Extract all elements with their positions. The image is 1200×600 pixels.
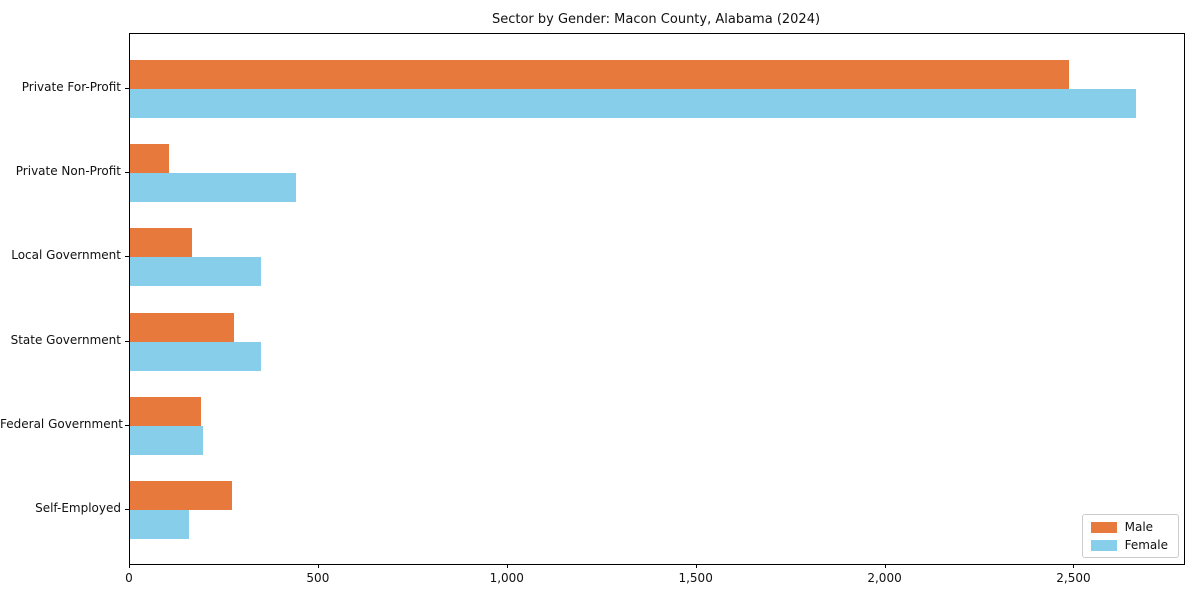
bar-female-1	[130, 173, 296, 203]
bar-male-2	[130, 228, 192, 258]
legend-item-female: Female	[1090, 538, 1168, 552]
y-axis-label: State Government	[10, 332, 121, 347]
chart-title: Sector by Gender: Macon County, Alabama …	[491, 12, 821, 27]
bar-male-4	[130, 397, 201, 426]
x-axis-tick	[695, 564, 697, 568]
y-axis-tick	[125, 509, 129, 511]
plot-area: Male Female	[129, 33, 1185, 565]
x-axis-label: 1,000	[489, 571, 524, 585]
bar-male-0	[130, 59, 1069, 89]
y-axis-label: Self-Employed	[35, 501, 121, 516]
x-axis-label: 1,500	[678, 571, 713, 585]
legend-swatch-female	[1090, 539, 1117, 551]
bar-male-3	[130, 312, 234, 342]
bar-female-3	[130, 341, 262, 371]
x-axis-label: 500	[306, 571, 330, 585]
bar-male-5	[130, 481, 232, 511]
y-axis-tick	[125, 340, 129, 342]
x-axis-tick	[506, 564, 508, 568]
bar-female-4	[130, 426, 204, 455]
bar-female-0	[130, 88, 1137, 118]
y-axis-tick	[125, 87, 129, 89]
x-axis-label: 0	[125, 571, 133, 585]
legend: Male Female	[1081, 514, 1179, 558]
legend-label-male: Male	[1124, 520, 1154, 534]
bar-male-1	[130, 144, 169, 174]
y-axis-label: Private Non-Profit	[15, 164, 121, 179]
y-axis-tick	[125, 256, 129, 258]
legend-label-female: Female	[1124, 538, 1168, 552]
x-axis-tick	[129, 564, 130, 568]
x-axis-tick	[884, 564, 886, 568]
legend-swatch-male	[1090, 521, 1117, 533]
y-axis-label: Local Government	[11, 248, 121, 263]
y-axis-label: Private For-Profit	[21, 79, 121, 94]
bar-female-2	[130, 257, 261, 287]
y-axis-tick	[125, 425, 129, 426]
bar-female-5	[130, 510, 189, 540]
y-axis-label: Federal Government	[0, 417, 123, 431]
x-axis-tick	[1073, 564, 1075, 568]
y-axis-tick	[125, 172, 129, 174]
legend-item-male: Male	[1090, 520, 1168, 534]
x-axis-label: 2,000	[867, 571, 902, 585]
x-axis-label: 2,500	[1056, 571, 1091, 585]
x-axis-tick	[317, 564, 319, 568]
